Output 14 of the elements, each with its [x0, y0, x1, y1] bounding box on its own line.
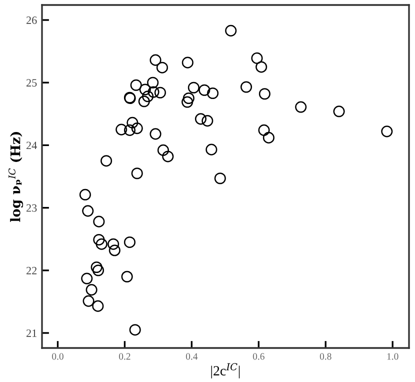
x-tick-label: 0.8 — [320, 353, 332, 360]
y-tick-label: 26 — [26, 16, 37, 24]
x-tick-label: 1.0 — [387, 353, 398, 360]
x-axis-title: |2c$^{IC}$| — [211, 363, 240, 378]
x-tick-label: 0.2 — [119, 353, 130, 360]
x-tick-label: 0.6 — [252, 353, 264, 360]
y-axis-title: log νₚ$^{IC}$ (Hz) — [8, 132, 24, 222]
y-tick-label: 21 — [26, 329, 36, 337]
y-tick-label: 23 — [26, 204, 37, 212]
y-tick-label: 25 — [26, 79, 37, 87]
y-tick-label: 22 — [26, 266, 37, 274]
x-tick-label: 0.4 — [186, 353, 198, 360]
x-tick-label: 0.0 — [52, 353, 64, 360]
y-tick-label: 24 — [26, 142, 37, 150]
